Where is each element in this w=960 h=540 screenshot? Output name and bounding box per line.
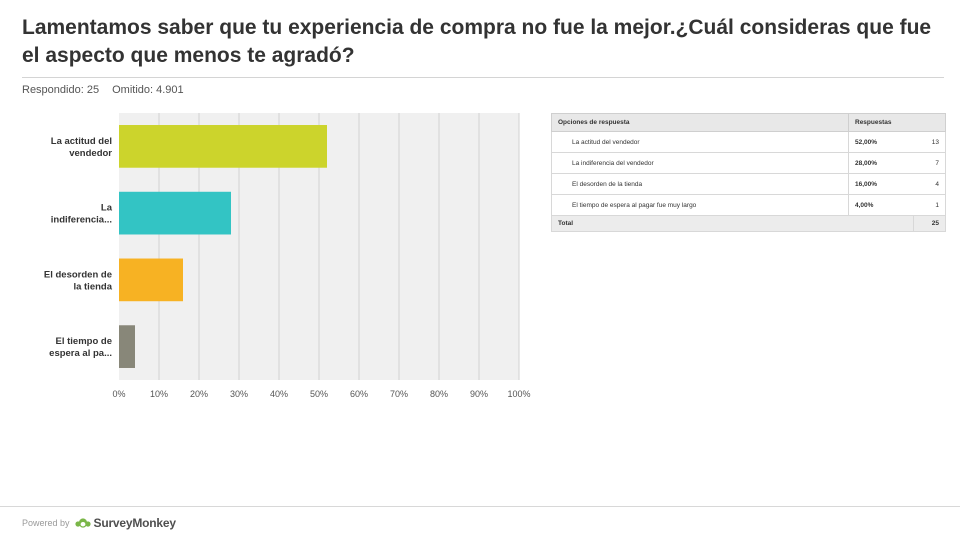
category-label: la tienda [73,281,112,292]
powered-by-text: Powered by [22,518,70,528]
row-percent: 16,00% [848,173,913,195]
table-row: La indiferencia del vendedor 28,00% 7 [551,152,946,174]
monkey-logo-icon [74,518,91,528]
responses-table-wrap: Opciones de respuesta Respuestas La acti… [551,113,946,232]
category-label: espera al pa... [49,348,112,359]
row-option: El tiempo de espera al pagar fue muy lar… [551,194,849,216]
total-count: 25 [913,215,946,232]
row-count: 7 [913,152,946,174]
category-label: La [101,203,113,214]
table-header-row: Opciones de respuesta Respuestas [551,113,946,132]
x-tick-label: 60% [350,389,368,399]
title-divider [22,77,944,78]
bar-chart-svg: 0% 10% 20% 30% 40% 50% 60% 70% 80% 90% 100% La acti… [44,113,531,399]
category-label: El tiempo de [56,336,112,347]
x-tick-label: 10% [150,389,168,399]
row-option: La actitud del vendedor [551,131,849,153]
x-tick-label: 20% [190,389,208,399]
x-tick-label: 90% [470,389,488,399]
header-options: Opciones de respuesta [551,113,849,132]
category-label: La actitud del [51,136,112,147]
brand-name: SurveyMonkey [93,516,177,530]
table-total-row: Total 25 [551,215,946,232]
question-title: Lamentamos saber que tu experiencia de c… [22,16,932,67]
row-count: 4 [913,173,946,195]
x-tick-label: 0% [112,389,125,399]
row-option: El desorden de la tienda [551,173,849,195]
footer-divider [0,506,960,507]
x-tick-label: 70% [390,389,408,399]
bar [119,191,231,235]
bar-chart: 0% 10% 20% 30% 40% 50% 60% 70% 80% 90% 100% La acti… [0,100,540,420]
category-label: indiferencia... [51,215,112,226]
category-label: El desorden de [44,269,112,280]
row-count: 1 [913,194,946,216]
row-count: 13 [913,131,946,153]
bar [119,258,183,302]
row-option: La indiferencia del vendedor [551,152,849,174]
footer: Powered by SurveyMonkey [22,516,176,530]
row-percent: 28,00% [848,152,913,174]
bar [119,325,135,368]
answered-count: Respondido: 25 [22,84,100,96]
x-tick-label: 100% [507,389,530,399]
x-tick-label: 30% [230,389,248,399]
x-tick-label: 40% [270,389,288,399]
surveymonkey-logo: SurveyMonkey [74,516,177,530]
x-tick-label: 50% [310,389,328,399]
header-responses: Respuestas [848,113,946,132]
responses-table: Opciones de respuesta Respuestas La acti… [551,113,946,232]
skipped-count: Omitido: 4.901 [112,84,184,96]
total-label: Total [551,215,914,232]
response-stats: Respondido: 25 Omitido: 4.901 [22,84,194,96]
category-label: vendedor [69,148,112,159]
row-percent: 52,00% [848,131,913,153]
table-row: El desorden de la tienda 16,00% 4 [551,173,946,195]
x-tick-label: 80% [430,389,448,399]
row-percent: 4,00% [848,194,913,216]
table-row: El tiempo de espera al pagar fue muy lar… [551,194,946,216]
table-row: La actitud del vendedor 52,00% 13 [551,131,946,153]
bar [119,125,327,168]
